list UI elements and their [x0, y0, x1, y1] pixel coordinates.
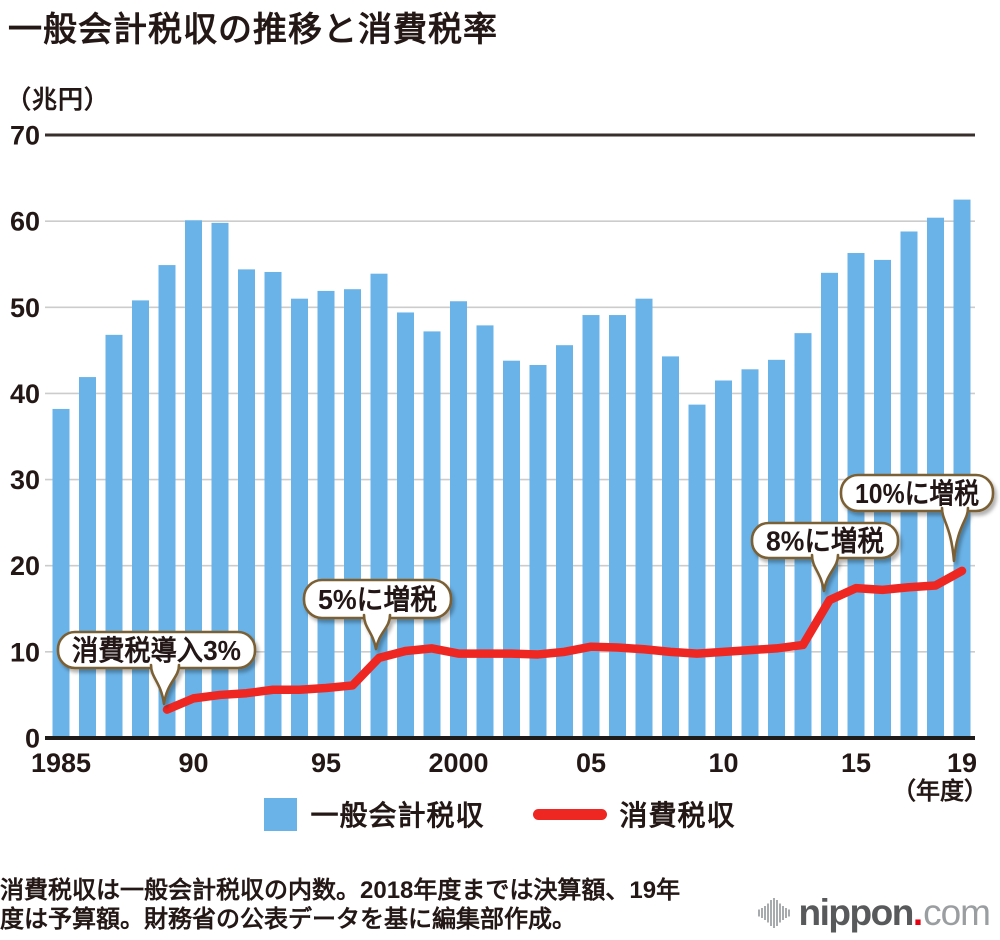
source-note-line2: 度は予算額。財務省の公表データを基に編集部作成。 [0, 906, 576, 933]
wave-bar [763, 906, 766, 920]
y-axis-unit-label: （兆円） [6, 86, 111, 114]
x-tick-1985: 1985 [31, 748, 91, 778]
y-tick-40: 40 [10, 379, 40, 409]
x-tick-19: 19 [947, 748, 977, 778]
legend-item-bars: 一般会計税収 [264, 794, 484, 834]
bar-2013 [794, 333, 812, 738]
bar-1989 [158, 265, 176, 738]
wave-bar [772, 898, 775, 928]
wave-bar [784, 908, 787, 918]
bar-1999 [423, 331, 441, 738]
bar-2006 [609, 315, 626, 738]
bar-2017 [900, 231, 918, 739]
bar-1997 [370, 273, 388, 738]
logo-tld-text: com [923, 892, 991, 933]
y-tick-10: 10 [10, 637, 40, 667]
callout-label: 5%に増税 [318, 583, 437, 615]
x-tick-2000: 2000 [428, 748, 488, 778]
legend-label-bars: 一般会計税収 [310, 800, 485, 831]
bar-2005 [582, 315, 600, 738]
logo-red-dot: . [912, 892, 924, 933]
audio-wave-icon [757, 898, 790, 928]
bar-2011 [741, 369, 759, 738]
bar-1992 [238, 269, 255, 738]
callout-label: 消費税導入3% [72, 634, 241, 666]
legend: 一般会計税収 消費税収 [0, 794, 1000, 834]
y-tick-20: 20 [10, 551, 40, 581]
legend-label-line: 消費税収 [619, 800, 736, 831]
bar-2016 [874, 259, 891, 738]
bar-1991 [211, 222, 229, 738]
callout-tail [149, 663, 181, 706]
bar-2000 [450, 301, 467, 738]
bar-1993 [264, 271, 282, 738]
bar-2008 [662, 356, 679, 738]
bar-2007 [635, 298, 653, 738]
bar-2002 [503, 360, 520, 738]
callout-bubble [56, 630, 257, 670]
callout-1997: 5%に増税 [302, 578, 453, 651]
source-note: 消費税収は一般会計税収の内数。2018年度までは決算額、19年 度は予算額。財務… [0, 876, 770, 934]
bar-2001 [476, 325, 494, 738]
callout-tail [362, 613, 392, 651]
bar-1994 [291, 298, 308, 738]
bar-2004 [556, 345, 573, 738]
nippon-logo: nippon. com [757, 892, 991, 934]
y-tick-30: 30 [10, 465, 40, 495]
y-tick-70: 70 [10, 121, 40, 151]
consumption-tax-line [162, 566, 967, 714]
bar-1988 [132, 300, 149, 738]
callout-label: 8%に増税 [766, 525, 884, 557]
wave-bar [766, 903, 769, 923]
callout-bubble [302, 578, 453, 620]
bar-1985 [52, 408, 70, 738]
bar-2019 [953, 199, 971, 738]
bar-series-swatch [264, 797, 298, 831]
wave-bar [769, 900, 772, 926]
legend-item-line: 消費税収 [532, 794, 736, 834]
bar-2015 [847, 253, 865, 738]
wave-bar [781, 906, 784, 920]
y-tick-50: 50 [10, 293, 40, 323]
x-tick-90: 90 [178, 748, 208, 778]
bar-2003 [529, 365, 547, 738]
callout-tail [940, 506, 970, 563]
bar-1998 [397, 312, 414, 738]
wave-bar [778, 903, 781, 923]
x-tick-05: 05 [576, 748, 606, 778]
source-note-line1: 消費税収は一般会計税収の内数。2018年度までは決算額、19年 [0, 877, 681, 904]
bar-2012 [768, 359, 785, 738]
callout-label: 10%に増税 [855, 477, 979, 509]
wave-bar [760, 908, 763, 918]
wave-bar [775, 900, 778, 926]
bar-1986 [79, 377, 96, 738]
wave-bar [757, 909, 760, 917]
bar-2010 [715, 380, 732, 738]
callout-bubble [750, 521, 900, 560]
callout-bubble [839, 473, 995, 513]
bar-2009 [688, 404, 706, 738]
y-tick-0: 0 [25, 724, 40, 754]
bar-1987 [105, 334, 123, 738]
wave-bar [787, 909, 790, 917]
y-tick-60: 60 [10, 207, 40, 237]
bar-1995 [317, 290, 335, 738]
bar-2014 [821, 272, 838, 738]
x-tick-10: 10 [708, 748, 738, 778]
x-tick-15: 15 [841, 748, 871, 778]
bar-1990 [185, 220, 202, 738]
chart-title: 一般会計税収の推移と消費税率 [8, 11, 498, 49]
logo-brand-text: nippon [798, 892, 915, 933]
callout-2014: 8%に増税 [750, 521, 900, 593]
line-series-swatch [532, 808, 607, 820]
callout-tail [810, 553, 840, 593]
bar-2018 [927, 217, 944, 738]
callout-2019: 10%に増税 [839, 473, 995, 563]
bar-1996 [344, 289, 361, 738]
x-tick-95: 95 [311, 748, 341, 778]
callout-1989: 消費税導入3% [56, 630, 257, 706]
